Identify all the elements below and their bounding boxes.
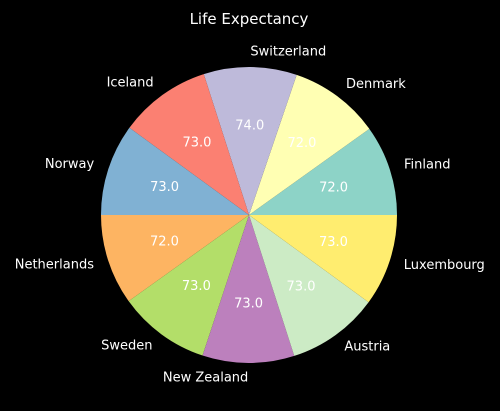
value-label-finland: 72.0 — [319, 180, 348, 195]
category-label-norway: Norway — [45, 157, 95, 172]
pie-slice-sweden — [128, 215, 249, 356]
category-label-denmark: Denmark — [346, 77, 406, 92]
value-label-new-zealand: 73.0 — [234, 296, 263, 311]
value-label-iceland: 73.0 — [183, 136, 212, 151]
value-label-switzerland: 74.0 — [235, 119, 264, 134]
pie-slice-austria — [249, 215, 369, 356]
category-label-finland: Finland — [404, 158, 450, 173]
value-label-luxembourg: 73.0 — [319, 235, 348, 250]
pie-category-labels: Finland Denmark Switzerland Iceland Norway Ne… — [15, 45, 485, 386]
category-label-netherlands: Netherlands — [15, 257, 94, 272]
value-label-netherlands: 72.0 — [150, 235, 179, 250]
chart-title: Life Expectancy — [190, 10, 309, 28]
category-label-new-zealand: New Zealand — [163, 370, 248, 385]
pie-slice-switzerland — [203, 67, 297, 215]
category-label-iceland: Iceland — [107, 76, 154, 91]
pie-slice-new-zealand — [202, 215, 295, 364]
pie-slices — [101, 67, 398, 364]
category-label-austria: Austria — [344, 339, 390, 354]
pie-slice-denmark — [249, 74, 370, 215]
pie-slice-iceland — [129, 74, 249, 216]
category-label-luxembourg: Luxembourg — [404, 258, 485, 273]
category-label-sweden: Sweden — [101, 339, 152, 354]
pie-slice-netherlands — [101, 215, 249, 302]
pie-slice-finland — [249, 128, 398, 215]
pie-value-labels: 72.0 72.0 74.0 73.0 73.0 72.0 73.0 73.0 73.0 73.0 — [150, 119, 348, 312]
value-label-sweden: 73.0 — [182, 279, 211, 294]
category-label-switzerland: Switzerland — [250, 45, 326, 60]
value-label-denmark: 72.0 — [287, 136, 316, 151]
value-label-norway: 73.0 — [150, 180, 179, 195]
pie-slice-norway — [101, 127, 249, 215]
value-label-austria: 73.0 — [287, 279, 316, 294]
pie-slice-luxembourg — [249, 215, 397, 303]
